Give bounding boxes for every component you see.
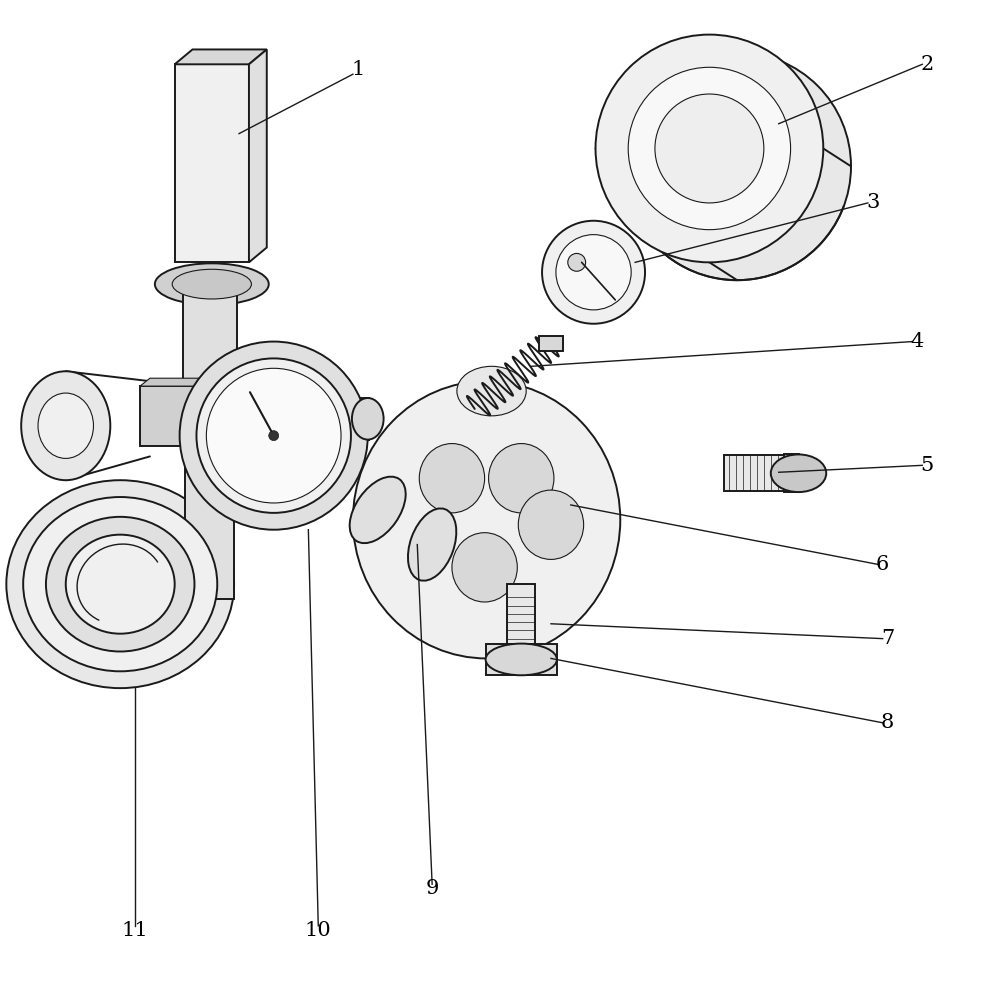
Bar	[724, 455, 783, 491]
Ellipse shape	[556, 235, 632, 310]
Bar	[279, 399, 353, 439]
Ellipse shape	[486, 644, 557, 675]
Circle shape	[269, 431, 279, 441]
Text: 8: 8	[881, 713, 895, 732]
Ellipse shape	[6, 480, 234, 688]
Bar	[538, 336, 563, 351]
Text: 3: 3	[866, 193, 880, 212]
Ellipse shape	[655, 94, 764, 203]
Ellipse shape	[23, 497, 217, 671]
Bar	[507, 584, 535, 644]
Ellipse shape	[542, 221, 645, 324]
Ellipse shape	[353, 381, 621, 658]
Polygon shape	[140, 378, 289, 386]
Text: 9: 9	[425, 879, 439, 898]
Ellipse shape	[489, 444, 554, 513]
Ellipse shape	[771, 454, 826, 492]
Bar	[140, 386, 279, 446]
Text: 2: 2	[921, 55, 933, 74]
Ellipse shape	[66, 535, 175, 634]
Bar	[183, 282, 237, 431]
Ellipse shape	[172, 269, 251, 299]
Ellipse shape	[197, 358, 351, 513]
Bar	[185, 441, 234, 599]
Bar	[486, 644, 557, 675]
Text: 4: 4	[911, 332, 923, 351]
Ellipse shape	[596, 35, 823, 262]
Ellipse shape	[457, 366, 526, 416]
Ellipse shape	[180, 342, 367, 530]
Text: 1: 1	[352, 60, 364, 79]
Text: 5: 5	[921, 456, 933, 475]
Circle shape	[568, 253, 586, 271]
Polygon shape	[249, 49, 267, 262]
Ellipse shape	[452, 533, 517, 602]
Ellipse shape	[21, 371, 110, 480]
Bar	[353, 398, 368, 440]
Bar	[783, 454, 798, 492]
Text: 10: 10	[305, 921, 332, 940]
Polygon shape	[175, 64, 249, 262]
Text: 11: 11	[122, 921, 148, 940]
Ellipse shape	[46, 517, 195, 652]
Ellipse shape	[38, 393, 93, 458]
Text: 7: 7	[881, 629, 895, 648]
Polygon shape	[175, 49, 267, 64]
Ellipse shape	[350, 477, 406, 543]
Ellipse shape	[408, 508, 457, 581]
Ellipse shape	[624, 52, 851, 280]
Ellipse shape	[629, 67, 790, 230]
Ellipse shape	[207, 368, 341, 503]
Ellipse shape	[518, 490, 584, 559]
Text: 6: 6	[876, 555, 890, 574]
Ellipse shape	[155, 263, 269, 305]
Ellipse shape	[352, 398, 383, 440]
Ellipse shape	[419, 444, 485, 513]
